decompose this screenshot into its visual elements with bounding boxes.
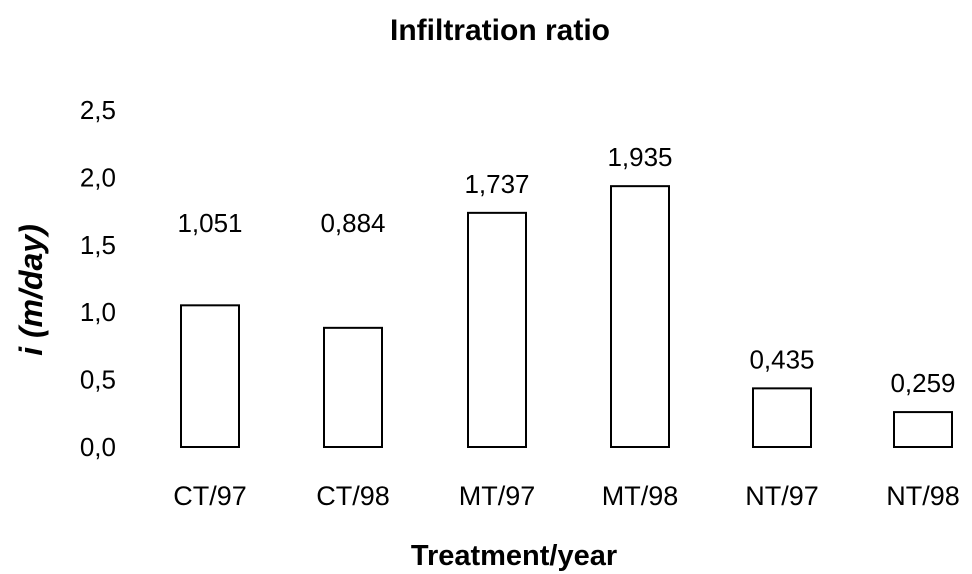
data-label: 0,259 [890,368,955,398]
y-tick-label: 2,0 [80,162,116,192]
category-label: MT/97 [459,481,536,511]
category-label: NT/97 [745,481,819,511]
data-label: 0,884 [320,208,385,238]
category-label: MT/98 [602,481,679,511]
y-axis-ticks: 0,0 0,5 1,0 1,5 2,0 2,5 [80,95,116,462]
y-tick-label: 2,5 [80,95,116,125]
data-label: 1,935 [607,142,672,172]
category-label: CT/98 [316,481,390,511]
bar [467,211,527,448]
category-label: NT/98 [886,481,960,511]
bar [180,304,240,448]
bars [180,185,953,449]
bar [752,387,812,448]
data-label: 1,051 [177,208,242,238]
y-tick-label: 0,0 [80,432,116,462]
bar [610,185,670,449]
y-tick-label: 1,0 [80,297,116,327]
x-axis-label: Treatment/year [411,540,617,572]
y-tick-label: 0,5 [80,365,116,395]
bar [893,411,953,448]
y-tick-label: 1,5 [80,230,116,260]
y-axis-label: i (m/day) [13,224,49,356]
chart-title: Infiltration ratio [390,14,610,47]
data-label: 1,737 [464,169,529,199]
value-labels: 1,051 0,884 1,737 1,935 0,435 0,259 [177,142,955,398]
category-label: CT/97 [173,481,247,511]
category-labels: CT/97 CT/98 MT/97 MT/98 NT/97 NT/98 [173,481,960,511]
bar [323,326,383,448]
data-label: 0,435 [749,344,814,374]
